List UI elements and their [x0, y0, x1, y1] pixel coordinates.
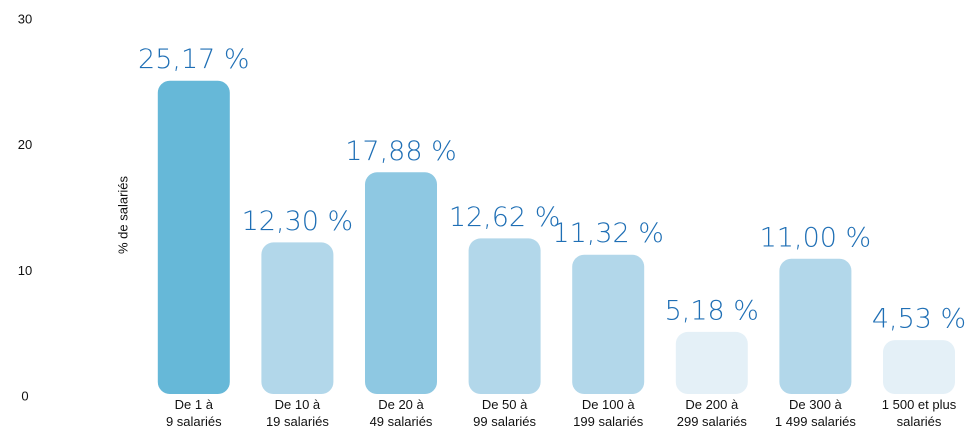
- x-tick-label: De 20 à 49 salariés: [370, 397, 433, 429]
- x-tick-line: 299 salariés: [677, 414, 748, 429]
- bar: [468, 238, 541, 394]
- value-label: 17,88 %: [345, 136, 457, 167]
- value-label: 11,00 %: [760, 222, 872, 253]
- bar: [572, 254, 645, 394]
- x-tick-line: 49 salariés: [370, 414, 433, 429]
- x-tick-label: De 200 à 299 salariés: [677, 397, 748, 429]
- x-tick-label: De 300 à 1 499 salariés: [775, 397, 856, 429]
- x-tick-label: 1 500 et plus salariés: [882, 397, 957, 429]
- x-tick-line: De 50 à: [482, 397, 528, 412]
- bar: [779, 258, 852, 394]
- value-label: 11,32 %: [552, 218, 664, 249]
- bar: [675, 331, 748, 394]
- value-label: 5,18 %: [665, 295, 759, 326]
- x-tick-line: De 200 à: [685, 397, 739, 412]
- x-tick-line: 9 salariés: [166, 414, 222, 429]
- bar: [883, 340, 955, 394]
- bar: [261, 242, 334, 394]
- y-tick-label: 20: [18, 137, 32, 152]
- x-tick-line: 199 salariés: [573, 414, 644, 429]
- y-tick-label: 0: [21, 388, 28, 403]
- x-tick-line: 1 499 salariés: [775, 414, 856, 429]
- x-tick-label: De 50 à 99 salariés: [473, 397, 536, 429]
- x-tick-line: salariés: [897, 414, 942, 429]
- x-tick-line: De 300 à: [789, 397, 843, 412]
- y-tick-label: 30: [18, 11, 32, 26]
- x-tick-line: De 100 à: [582, 397, 636, 412]
- y-tick-label: 10: [18, 263, 32, 278]
- x-tick-line: De 1 à: [175, 397, 214, 412]
- bar: [365, 172, 437, 394]
- x-tick-line: 1 500 et plus: [882, 397, 957, 412]
- x-tick-line: De 20 à: [378, 397, 424, 412]
- x-tick-label: De 10 à 19 salariés: [266, 397, 329, 429]
- value-label: 12,62 %: [449, 202, 561, 233]
- bar: [157, 80, 230, 395]
- x-tick-line: 99 salariés: [473, 414, 536, 429]
- x-tick-label: De 100 à 199 salariés: [573, 397, 644, 429]
- x-tick-line: 19 salariés: [266, 414, 329, 429]
- x-tick-label: De 1 à 9 salariés: [166, 397, 222, 429]
- value-label: 25,17 %: [138, 44, 250, 75]
- value-label: 12,30 %: [242, 206, 354, 237]
- y-axis-label: % de salariés: [115, 175, 130, 254]
- value-label: 4,53 %: [872, 304, 966, 335]
- x-tick-line: De 10 à: [275, 397, 321, 412]
